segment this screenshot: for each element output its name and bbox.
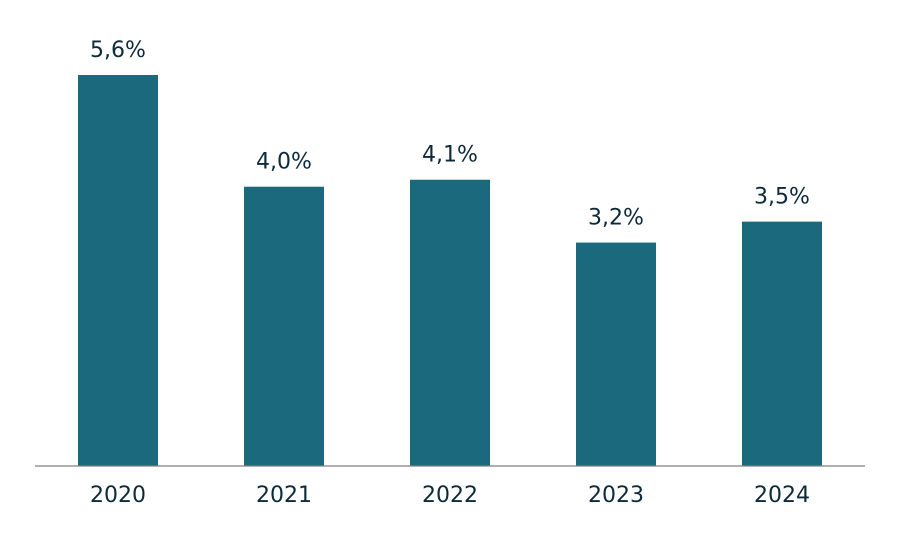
x-tick-label-2021: 2021 [256, 483, 312, 508]
x-tick-label-2024: 2024 [754, 483, 810, 508]
x-tick-label-2020: 2020 [90, 483, 146, 508]
bar-2022 [410, 179, 490, 466]
bar-2020 [78, 75, 158, 466]
bars-layer [78, 75, 822, 466]
value-label-2024: 3,5% [754, 185, 810, 210]
bar-2021 [244, 186, 324, 466]
x-tick-labels-layer: 2020 2021 2022 2023 2024 [90, 483, 810, 508]
value-labels-layer: 5,6% 4,0% 4,1% 3,2% 3,5% [90, 38, 810, 231]
value-label-2020: 5,6% [90, 38, 146, 63]
value-label-2023: 3,2% [588, 206, 644, 231]
bar-2024 [742, 221, 822, 466]
x-tick-label-2023: 2023 [588, 483, 644, 508]
bar-2023 [576, 242, 656, 466]
value-label-2021: 4,0% [256, 150, 312, 175]
value-label-2022: 4,1% [422, 143, 478, 168]
x-tick-label-2022: 2022 [422, 483, 478, 508]
